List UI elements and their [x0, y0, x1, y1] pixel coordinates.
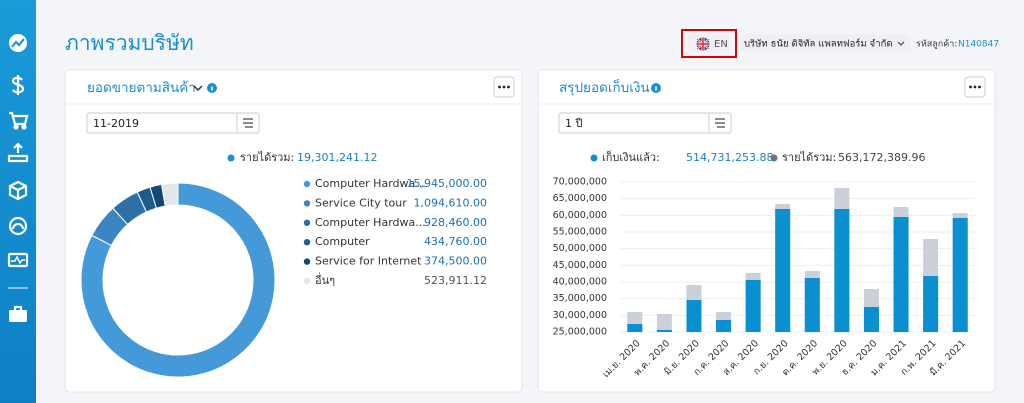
legend-label: รายได้รวม:: [782, 151, 836, 164]
company-chevron: [897, 41, 905, 46]
legend-value: 523,911.12: [424, 274, 487, 287]
legend-value: 434,760.00: [424, 235, 487, 248]
legend-dot: [303, 180, 311, 188]
bar: [775, 209, 791, 332]
nav-dashboard-glyph: [11, 38, 25, 48]
collection-card: [537, 69, 996, 393]
bar: [804, 278, 820, 332]
bar: [716, 320, 732, 332]
legend-label: อื่นๆ: [315, 272, 335, 287]
nav-cart-wheel: [13, 124, 19, 130]
legend-label: Computer Hardwa...: [315, 177, 426, 190]
sidebar: [0, 0, 36, 403]
nav-finance[interactable]: [11, 75, 25, 95]
filter-value: 1 ปี: [565, 117, 582, 130]
legend-value: 1,094,610.00: [414, 196, 487, 209]
legend-value: 928,460.00: [424, 216, 487, 229]
legend-dot: [303, 258, 311, 265]
bar: [952, 218, 968, 332]
customer-code: N140847: [958, 40, 999, 50]
filter-value: 11-2019: [93, 117, 139, 130]
nav-cart-wheel: [21, 124, 27, 130]
total-value: 19,301,241.12: [297, 151, 377, 164]
legend-value: 374,500.00: [424, 255, 487, 268]
legend-dot: [303, 239, 311, 246]
nav-box[interactable]: [8, 180, 28, 201]
legend-label: เก็บเงินแล้ว:: [602, 150, 660, 164]
bar: [923, 276, 939, 332]
customer-code-label: รหัสลูกค้า:: [916, 39, 957, 50]
legend-value: 563,172,389.96: [838, 151, 925, 164]
legend-dot: [303, 200, 311, 207]
y-tick-label: 60,000,000: [553, 210, 607, 221]
nav-briefcase[interactable]: [9, 310, 27, 322]
flag-uk: [696, 37, 710, 51]
nav-briefcase-handle: [13, 305, 23, 310]
bar: [656, 330, 672, 332]
legend-dot: [770, 154, 778, 162]
y-tick-label: 30,000,000: [553, 310, 607, 321]
sidebar-icons: [7, 34, 29, 322]
legend-label: Service City tour: [315, 196, 407, 209]
legend-dot: [303, 277, 311, 285]
nav-gauge[interactable]: [8, 216, 28, 236]
y-tick-label: 25,000,000: [553, 327, 607, 338]
y-tick-label: 70,000,000: [553, 177, 607, 188]
legend-label: Computer: [315, 235, 370, 248]
company-select[interactable]: [739, 34, 911, 53]
title-chevron[interactable]: [193, 85, 203, 92]
legend-value: 15,945,000.00: [407, 177, 487, 190]
donut-slice: [80, 182, 276, 378]
bar: [834, 209, 850, 332]
legend-dot: [590, 154, 598, 162]
legend-dot: [303, 219, 311, 226]
highlight-box: [681, 29, 737, 58]
nav-monitor[interactable]: [7, 252, 29, 268]
y-tick-label: 35,000,000: [553, 293, 607, 304]
legend-label: Computer Hardwa...: [315, 216, 426, 229]
more-button[interactable]: [964, 76, 986, 98]
bar: [686, 300, 702, 332]
sales-card: [64, 69, 523, 393]
page-title: ภาพรวมบริษัท: [65, 31, 194, 55]
info-icon-glyph: [211, 86, 213, 91]
card-title: สรุปยอดเก็บเงิน: [559, 78, 650, 96]
total-label: รายได้รวม:: [240, 151, 294, 164]
nav-monitor-glyph: [11, 255, 25, 265]
nav-upload[interactable]: [7, 142, 29, 163]
company-name: บริษัท ธนัย ดิจิทัล แพลทฟอร์ม จำกัด: [744, 38, 893, 50]
filter-select[interactable]: [86, 112, 260, 134]
legend-value: 514,731,253.88: [686, 151, 773, 164]
nav-cart[interactable]: [9, 111, 29, 126]
filter-select[interactable]: [558, 112, 732, 134]
language-label: EN: [714, 39, 728, 50]
total-dot: [227, 154, 235, 162]
y-tick-label: 40,000,000: [553, 277, 607, 288]
more-button[interactable]: [493, 76, 515, 98]
y-tick-label: 55,000,000: [553, 227, 607, 238]
y-tick-label: 50,000,000: [553, 243, 607, 254]
bar: [863, 307, 879, 332]
card-title: ยอดขายตามสินค้า: [87, 80, 196, 96]
bar: [656, 314, 672, 332]
y-tick-label: 65,000,000: [553, 193, 607, 204]
legend-label: Service for Internet: [315, 255, 422, 268]
donut-slice: [160, 182, 179, 207]
y-tick-label: 45,000,000: [553, 260, 607, 271]
bar: [745, 280, 761, 332]
nav-gauge-glyph: [11, 222, 25, 230]
bar: [627, 324, 643, 332]
bar: [893, 217, 909, 332]
info-icon-glyph: [655, 86, 657, 91]
